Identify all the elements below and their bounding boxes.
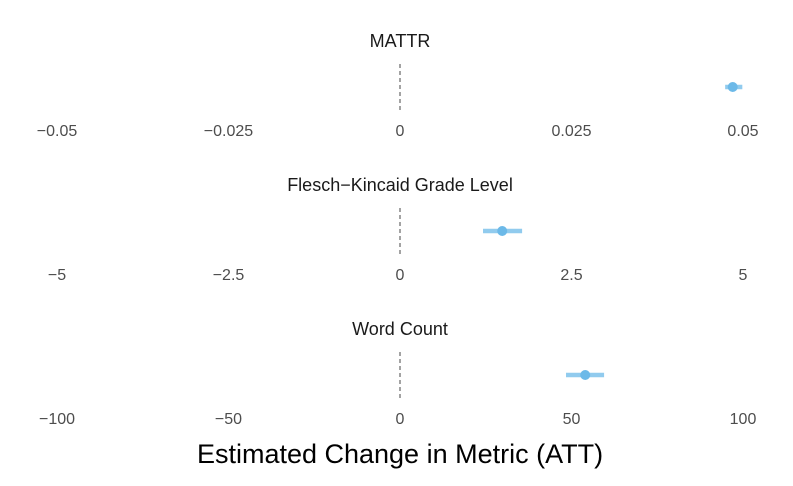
x-tick-label: −50 <box>215 411 242 428</box>
x-tick-label: 0.05 <box>727 123 758 140</box>
x-tick-label: 100 <box>730 411 757 428</box>
panel-title: Word Count <box>352 319 448 339</box>
point <box>580 370 591 380</box>
x-tick-label: −5 <box>48 267 66 284</box>
panel-title: Flesch−Kincaid Grade Level <box>287 175 513 195</box>
x-tick-label: −0.05 <box>37 123 78 140</box>
x-tick-label: −0.025 <box>204 123 253 140</box>
x-tick-label: 5 <box>739 267 748 284</box>
x-axis-title: Estimated Change in Metric (ATT) <box>197 439 603 469</box>
x-tick-label: −100 <box>39 411 75 428</box>
x-tick-label: 0.025 <box>551 123 591 140</box>
x-tick-label: 0 <box>396 411 405 428</box>
point <box>727 82 738 92</box>
point <box>497 226 508 236</box>
panel-title: MATTR <box>370 31 431 51</box>
x-tick-label: −2.5 <box>213 267 245 284</box>
x-tick-label: 2.5 <box>560 267 582 284</box>
x-tick-label: 0 <box>396 267 405 284</box>
x-tick-label: 50 <box>563 411 581 428</box>
x-tick-label: 0 <box>396 123 405 140</box>
